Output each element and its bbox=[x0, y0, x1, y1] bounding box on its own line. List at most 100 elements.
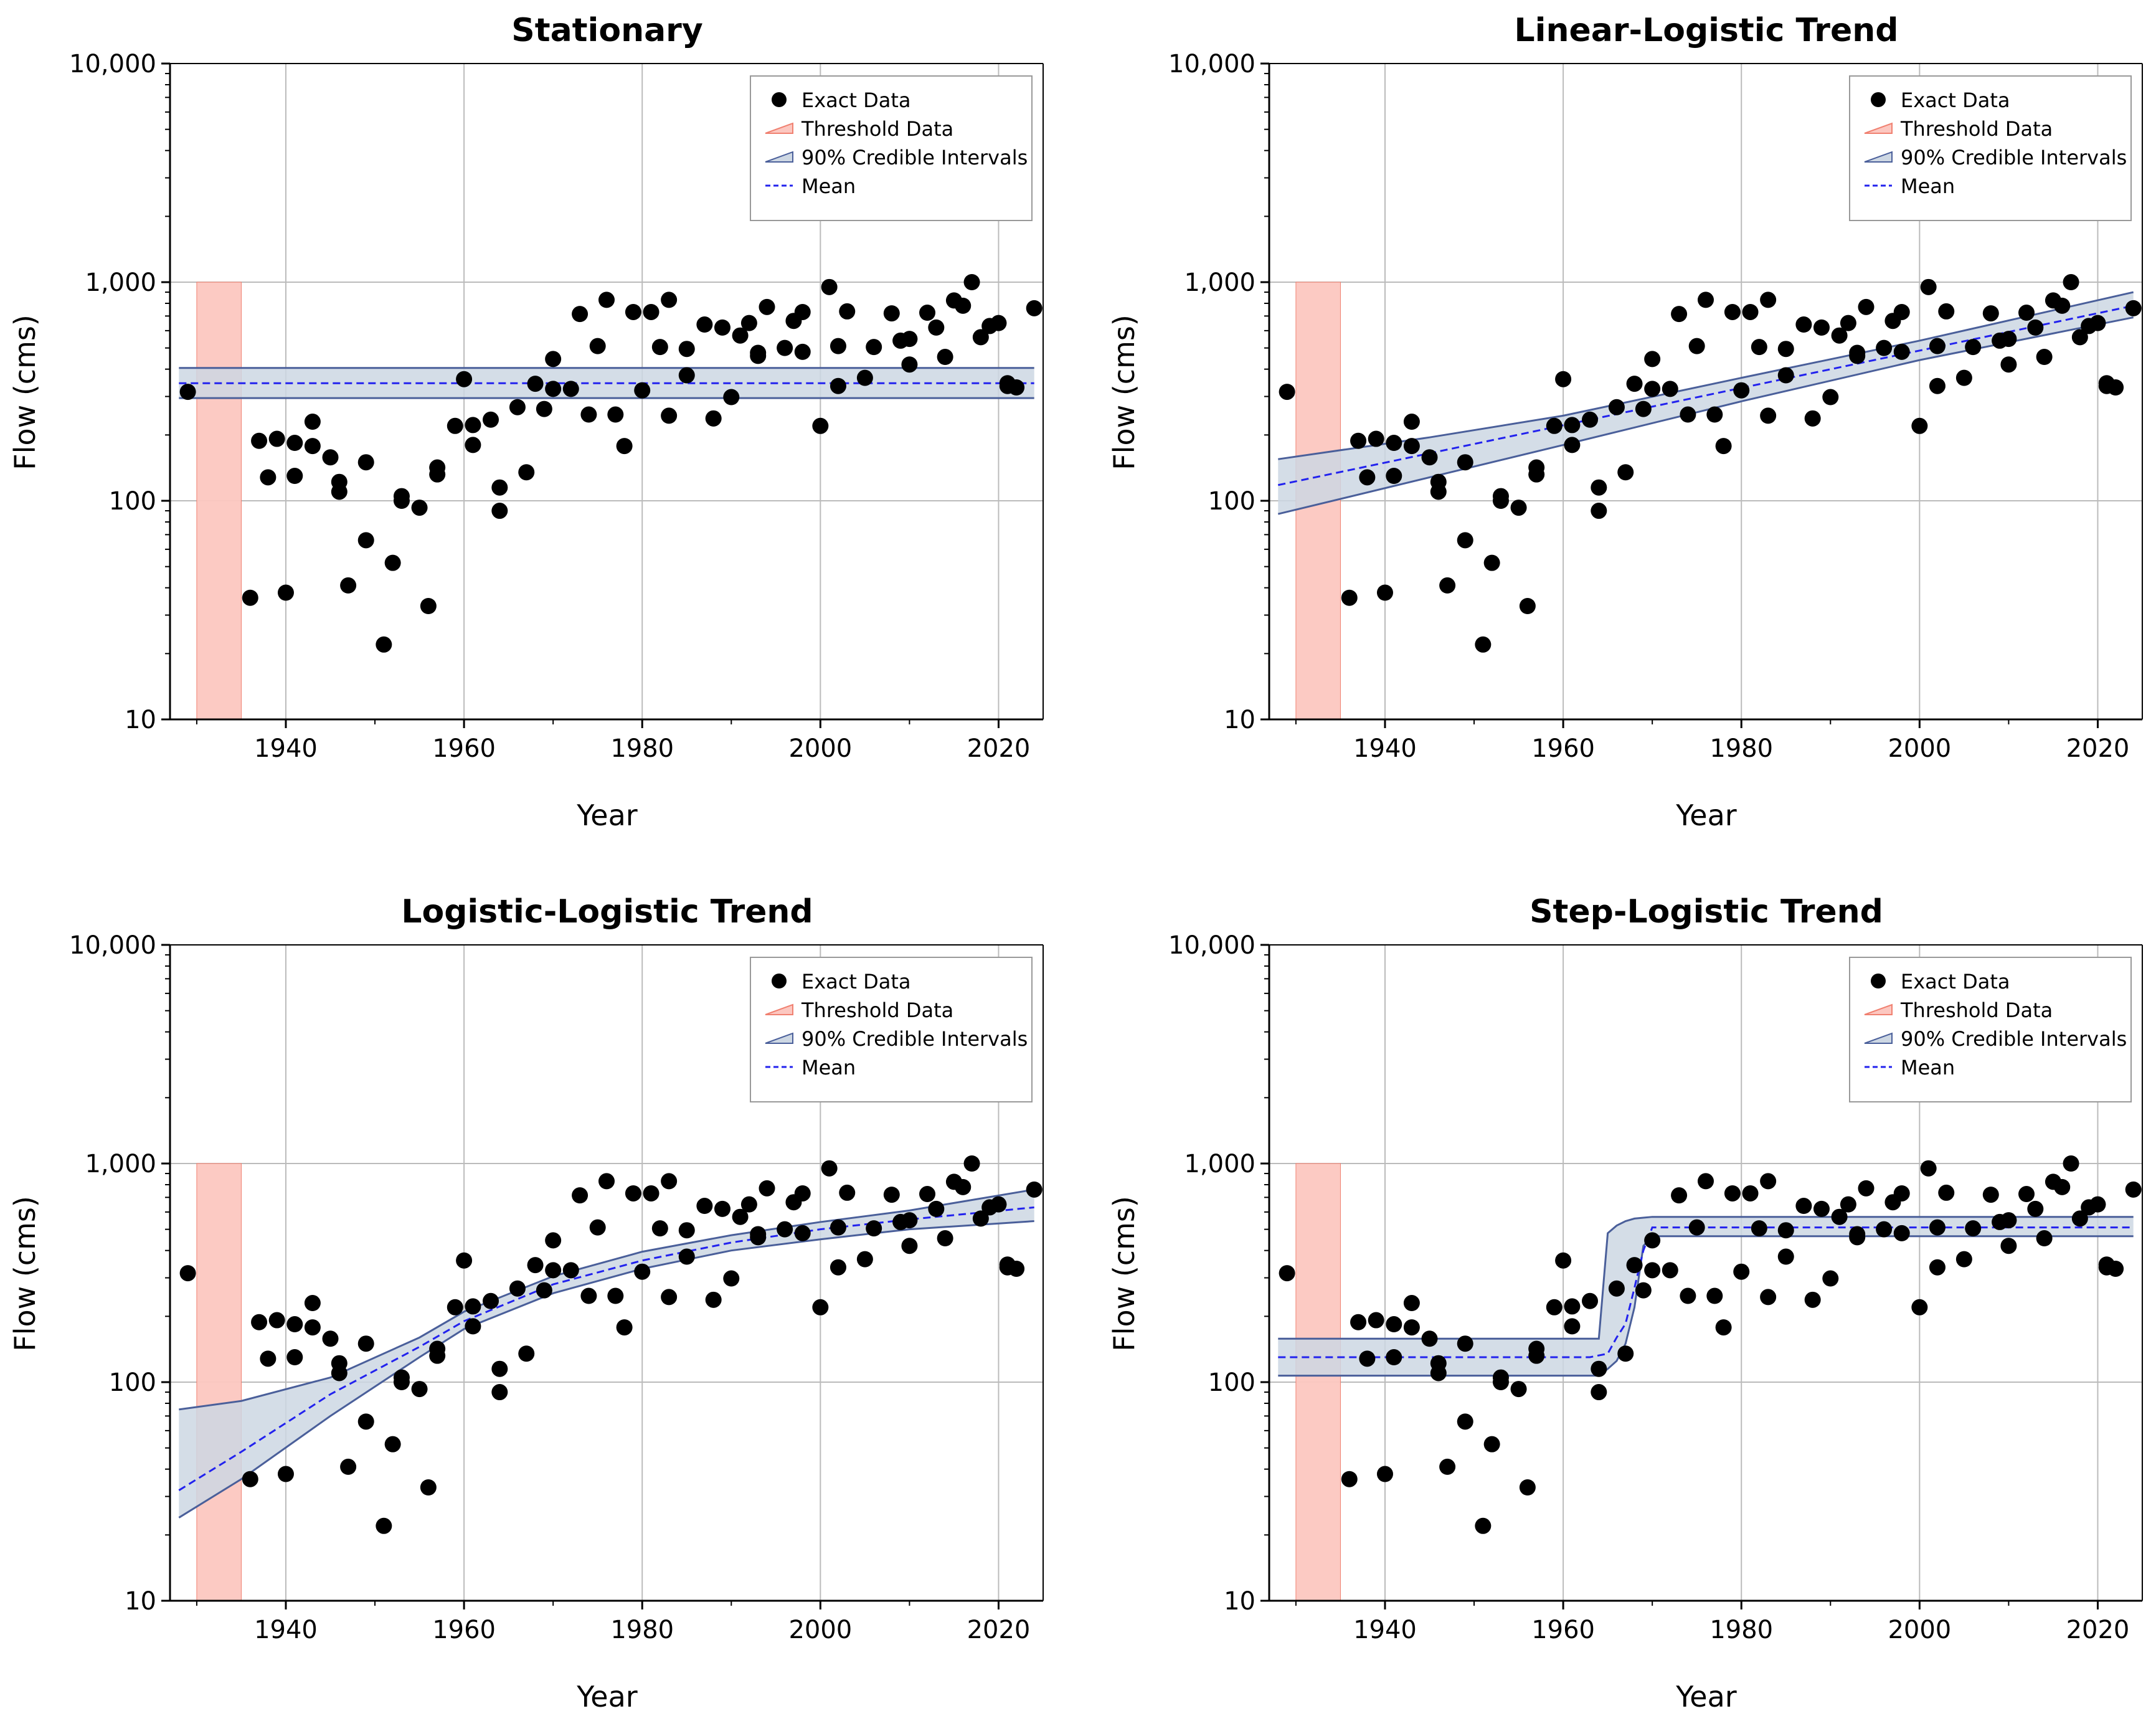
data-point bbox=[937, 1230, 953, 1247]
data-point bbox=[268, 1312, 285, 1329]
data-point bbox=[340, 1458, 357, 1475]
data-point bbox=[2089, 315, 2106, 331]
data-point bbox=[901, 1238, 918, 1254]
data-point bbox=[839, 1184, 856, 1201]
data-point bbox=[1350, 1314, 1367, 1330]
data-point bbox=[1858, 298, 1875, 315]
data-point bbox=[1546, 1299, 1563, 1315]
data-point bbox=[1724, 303, 1741, 320]
x-axis-label: Year bbox=[1675, 799, 1736, 832]
legend: Exact Data Threshold Data 90% Credible Int… bbox=[1849, 957, 2132, 1102]
data-point bbox=[625, 1185, 641, 1201]
data-point bbox=[1368, 1312, 1384, 1329]
data-point bbox=[1457, 1413, 1473, 1430]
data-point bbox=[1893, 1225, 1910, 1241]
data-point bbox=[972, 329, 989, 346]
data-point bbox=[1760, 407, 1777, 424]
data-point bbox=[1795, 1198, 1812, 1215]
legend-band-icon bbox=[765, 151, 793, 163]
y-tick-label: 1,000 bbox=[85, 1150, 156, 1178]
data-point bbox=[1858, 1180, 1875, 1197]
x-tick-label: 1980 bbox=[610, 1616, 674, 1644]
data-point bbox=[1008, 379, 1025, 396]
data-point bbox=[277, 1466, 294, 1482]
data-point bbox=[491, 1360, 508, 1377]
data-point bbox=[1279, 1265, 1295, 1282]
data-point bbox=[990, 315, 1007, 331]
data-point bbox=[972, 1210, 989, 1227]
legend-label-ci: 90% Credible Intervals bbox=[1901, 1027, 2127, 1051]
data-point bbox=[830, 338, 846, 354]
legend-band-icon bbox=[765, 1032, 793, 1044]
y-tick-label: 1,000 bbox=[1184, 1150, 1255, 1178]
data-point bbox=[331, 483, 348, 500]
data-point bbox=[1982, 1187, 1999, 1203]
data-point bbox=[1644, 351, 1661, 367]
data-point bbox=[1733, 1263, 1750, 1280]
data-point bbox=[2000, 1212, 2017, 1229]
data-point bbox=[384, 1436, 401, 1453]
data-point bbox=[536, 1282, 552, 1299]
data-point bbox=[1430, 483, 1447, 500]
y-tick-label: 10,000 bbox=[1168, 50, 1255, 78]
data-point bbox=[536, 400, 552, 417]
legend-label-threshold: Threshold Data bbox=[801, 998, 953, 1022]
data-point bbox=[777, 1221, 793, 1238]
data-point bbox=[1777, 1248, 1794, 1265]
data-point bbox=[732, 327, 749, 344]
data-point bbox=[1680, 1287, 1696, 1304]
data-point bbox=[1698, 1173, 1714, 1190]
data-point bbox=[1635, 400, 1652, 417]
threshold-region bbox=[196, 282, 242, 720]
data-point bbox=[661, 1289, 678, 1306]
data-point bbox=[794, 343, 811, 360]
data-point bbox=[1564, 1318, 1581, 1335]
y-tick-label: 100 bbox=[1208, 487, 1255, 516]
data-point bbox=[1546, 417, 1563, 434]
data-point bbox=[607, 406, 624, 423]
data-point bbox=[420, 598, 437, 615]
data-point bbox=[518, 1345, 535, 1362]
data-point bbox=[821, 278, 838, 295]
x-tick-label: 1940 bbox=[254, 734, 318, 763]
data-point bbox=[1965, 1220, 1982, 1237]
data-point bbox=[286, 1349, 303, 1366]
data-point bbox=[1849, 1226, 1866, 1243]
data-point bbox=[251, 1314, 268, 1330]
legend-threshold-icon bbox=[765, 1003, 793, 1015]
data-point bbox=[1849, 344, 1866, 361]
data-point bbox=[696, 1198, 713, 1215]
data-point bbox=[928, 319, 945, 336]
data-point bbox=[304, 438, 321, 455]
legend-label-ci: 90% Credible Intervals bbox=[801, 1027, 1028, 1051]
data-point bbox=[1813, 1200, 1830, 1217]
data-point bbox=[527, 376, 544, 392]
data-point bbox=[678, 1248, 695, 1265]
data-point bbox=[2071, 329, 2088, 346]
data-point bbox=[304, 1319, 321, 1336]
legend-label-mean: Mean bbox=[1901, 174, 1955, 198]
data-point bbox=[1430, 1365, 1447, 1382]
x-tick-label: 1960 bbox=[1531, 734, 1595, 763]
data-point bbox=[750, 1226, 767, 1243]
data-point bbox=[1965, 339, 1982, 356]
y-axis-label: Flow (cms) bbox=[1107, 1196, 1141, 1352]
x-axis-label: Year bbox=[576, 1680, 637, 1711]
data-point bbox=[901, 1212, 918, 1229]
x-tick-label: 1980 bbox=[1709, 734, 1773, 763]
data-point bbox=[1831, 1208, 1848, 1225]
threshold-region bbox=[1295, 1163, 1341, 1601]
data-point bbox=[643, 1185, 660, 1201]
legend-point-icon bbox=[1871, 92, 1886, 107]
mean-line bbox=[178, 1206, 1034, 1491]
data-point bbox=[562, 1262, 579, 1279]
data-point bbox=[357, 1413, 374, 1430]
data-point bbox=[242, 1471, 258, 1487]
legend-label-ci: 90% Credible Intervals bbox=[1901, 146, 2127, 169]
data-point bbox=[179, 1265, 196, 1282]
data-point bbox=[2107, 1261, 2124, 1277]
data-point bbox=[1386, 1316, 1402, 1333]
y-tick-label: 10 bbox=[1224, 1587, 1255, 1616]
data-point bbox=[1626, 376, 1643, 392]
data-point bbox=[304, 1295, 321, 1312]
